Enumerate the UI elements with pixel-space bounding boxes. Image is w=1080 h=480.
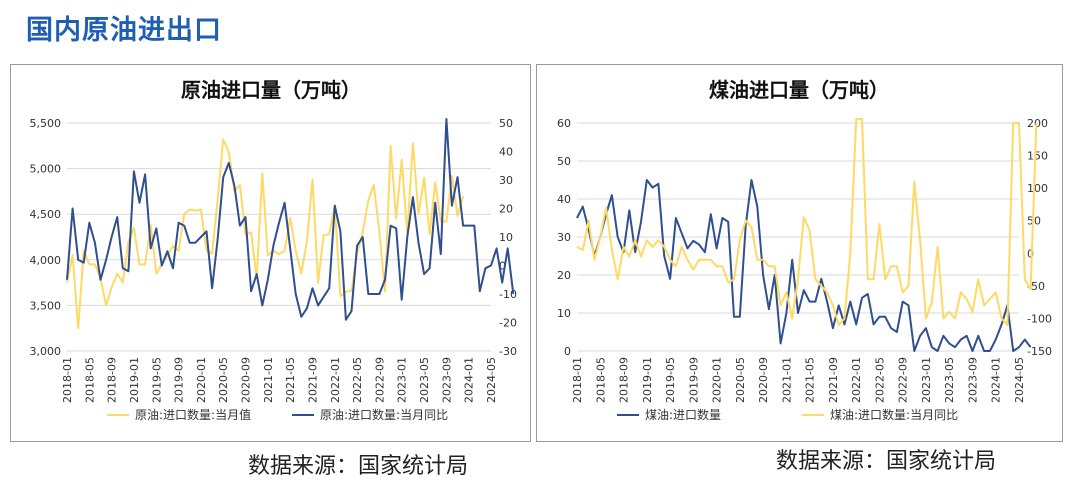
x-tick-label: 2021-09 [306, 357, 319, 403]
y-left-tick-label: 10 [557, 307, 571, 320]
y-left-tick-label: 5,500 [30, 117, 62, 130]
y-left-tick-label: 40 [557, 193, 571, 206]
x-tick-label: 2021-05 [284, 357, 297, 403]
y-left-tick-label: 20 [557, 269, 571, 282]
series-line-1 [576, 179, 1032, 352]
chart-title: 原油进口量（万吨） [181, 78, 361, 102]
x-tick-label: 2018-05 [594, 357, 607, 403]
x-tick-label: 2020-09 [757, 357, 770, 403]
x-tick-label: 2022-09 [373, 357, 386, 403]
y-right-tick-label: 100 [1027, 182, 1048, 195]
x-tick-label: 2023-01 [396, 357, 409, 403]
y-right-tick-label: 0 [1027, 247, 1034, 260]
y-right-tick-label: 20 [499, 203, 513, 216]
y-left-tick-label: 4,000 [30, 254, 62, 267]
x-tick-label: 2021-09 [827, 357, 840, 403]
x-tick-label: 2022-05 [873, 357, 886, 403]
x-tick-label: 2020-05 [217, 357, 230, 403]
x-tick-label: 2020-09 [240, 357, 253, 403]
x-tick-label: 2019-05 [664, 357, 677, 403]
y-left-tick-label: 30 [557, 231, 571, 244]
legend-label: 原油:进口数量:当月同比 [320, 407, 448, 422]
y-right-tick-label: -100 [1027, 312, 1052, 325]
jet-fuel-import-chart: 煤油进口量（万吨）0102030405060-150-100-500501001… [557, 78, 1052, 422]
crude-import-chart: 原油进口量（万吨） 3,000 3,500 4,000 4,500 5,000 5,500 -… [30, 78, 517, 422]
x-tick-label: 2021-01 [262, 357, 275, 403]
x-tick-label: 2019-01 [128, 357, 141, 403]
y-left-tick-label: 5,000 [30, 163, 62, 176]
y-right-tick-label: 50 [499, 117, 513, 130]
x-tick-label: 2021-01 [780, 357, 793, 403]
x-tick-label: 2019-05 [150, 357, 163, 403]
chart-title: 煤油进口量（万吨） [709, 78, 889, 102]
x-tick-label: 2023-05 [418, 357, 431, 403]
y-left-tick-label: 3,500 [30, 299, 62, 312]
y-right-tick-label: -10 [499, 288, 517, 301]
y-right-tick-label: 50 [1027, 215, 1041, 228]
x-tick-label: 2024-05 [1013, 357, 1026, 403]
jet-fuel-import-chart-panel: 煤油进口量（万吨） 0 10 20 30 40 50 60 -150 -100 -50 0 50 100 1… [536, 64, 1063, 442]
x-tick-label: 2018-09 [618, 357, 631, 403]
x-tick-label: 2022-09 [897, 357, 910, 403]
x-tick-label: 2024-01 [990, 357, 1003, 403]
y-right-tick-label: -20 [499, 317, 517, 330]
legend-label: 煤油:进口数量 [645, 407, 721, 422]
x-tick-label: 2019-09 [687, 357, 700, 403]
y-right-tick-label: 10 [499, 231, 513, 244]
x-tick-label: 2018-01 [61, 357, 74, 403]
y-right-tick-label: 0 [499, 260, 506, 273]
x-tick-label: 2018-09 [106, 357, 119, 403]
y-left-tick-label: 60 [557, 117, 571, 130]
series-line-1 [66, 138, 465, 330]
x-tick-label: 2023-05 [943, 357, 956, 403]
x-tick-label: 2019-01 [641, 357, 654, 403]
y-right-tick-label: -150 [1027, 345, 1052, 358]
legend-label: 煤油:进口数量:当月同比 [830, 407, 958, 422]
x-tick-label: 2021-05 [804, 357, 817, 403]
x-tick-label: 2023-09 [966, 357, 979, 403]
crude-import-chart-panel: 原油进口量（万吨） 3,000 3,500 4,000 4,500 5,000 5,500 -… [10, 64, 531, 442]
x-tick-label: 2024-01 [463, 357, 476, 403]
x-tick-label: 2020-05 [734, 357, 747, 403]
x-tick-label: 2023-01 [920, 357, 933, 403]
x-tick-label: 2020-01 [711, 357, 724, 403]
x-tick-label: 2020-01 [195, 357, 208, 403]
y-right-tick-label: 150 [1027, 150, 1048, 163]
y-right-tick-label: 40 [499, 146, 513, 159]
x-tick-label: 2019-09 [173, 357, 186, 403]
y-right-tick-label: 30 [499, 174, 513, 187]
y-left-tick-label: 0 [564, 345, 571, 358]
y-left-tick-label: 50 [557, 155, 571, 168]
series-line-2 [576, 118, 1038, 326]
y-right-tick-label: 200 [1027, 117, 1048, 130]
series-line-2 [66, 118, 515, 321]
page-title: 国内原油进出口 [26, 15, 222, 46]
y-left-tick-label: 3,000 [30, 345, 62, 358]
x-tick-label: 2018-05 [83, 357, 96, 403]
legend-label: 原油:进口数量:当月值 [135, 407, 251, 422]
x-tick-label: 2018-01 [571, 357, 584, 403]
x-tick-label: 2022-01 [329, 357, 342, 403]
source-note-right: 数据来源：国家统计局 [776, 449, 997, 474]
x-tick-label: 2023-09 [440, 357, 453, 403]
x-tick-label: 2022-01 [850, 357, 863, 403]
y-left-tick-label: 4,500 [30, 208, 62, 221]
source-note-left: 数据来源：国家统计局 [248, 454, 469, 479]
y-right-tick-label: -30 [499, 345, 517, 358]
x-tick-label: 2024-05 [485, 357, 498, 403]
x-tick-label: 2022-05 [351, 357, 364, 403]
